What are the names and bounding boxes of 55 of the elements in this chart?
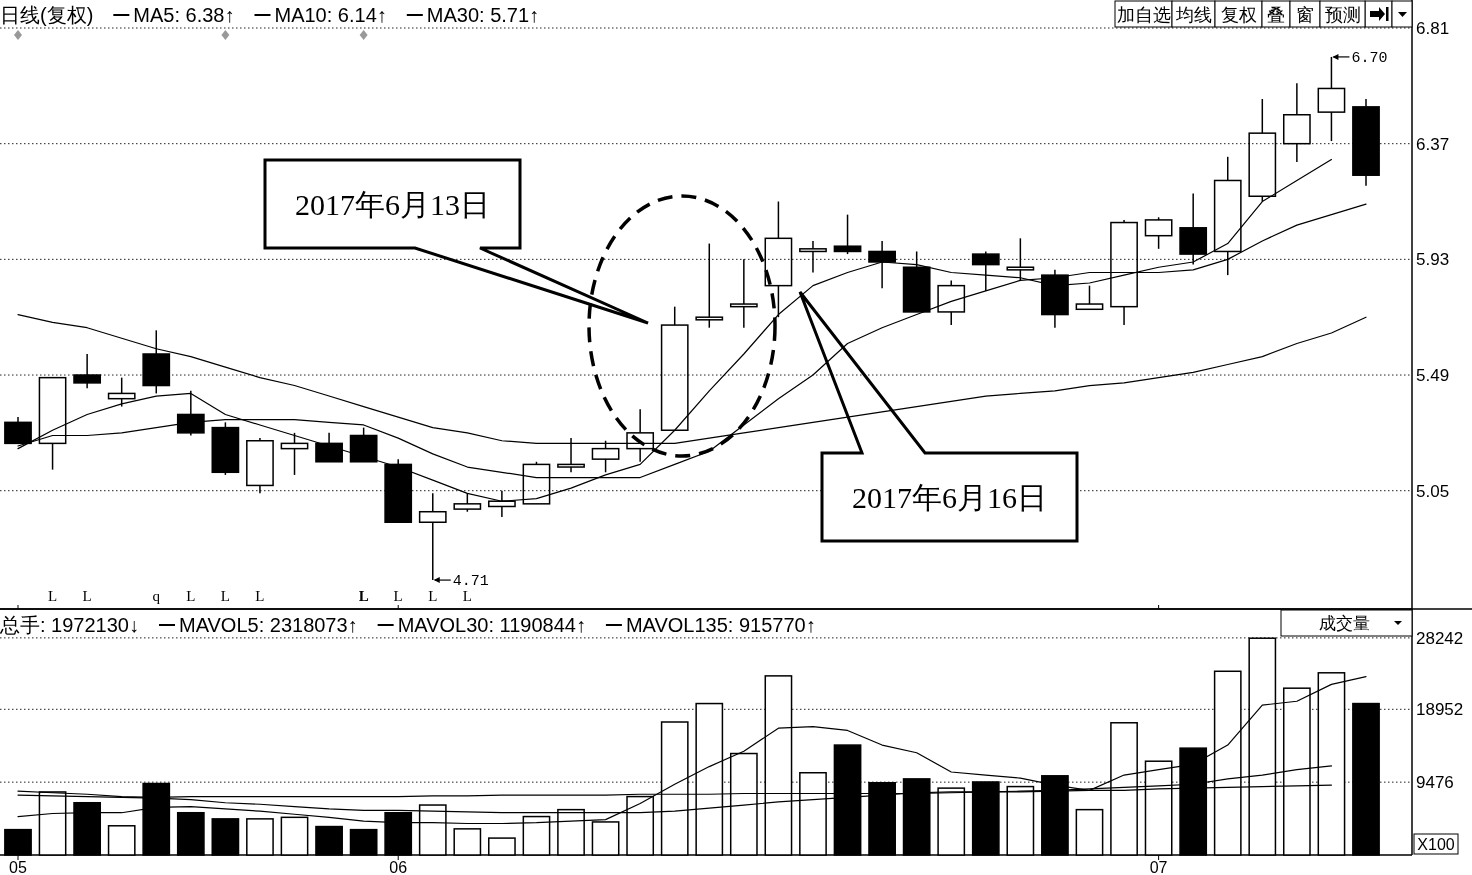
x-tick-label: 07 bbox=[1149, 859, 1168, 875]
y-tick-label: 9476 bbox=[1416, 773, 1454, 793]
annotation: 4.71 bbox=[452, 573, 489, 591]
candlestick bbox=[1041, 269, 1069, 329]
candlestick bbox=[729, 258, 758, 329]
candlestick bbox=[868, 240, 896, 290]
legend-label: MAVOL5: 2318073↑ bbox=[178, 614, 358, 636]
annotation: 6.70 bbox=[1351, 49, 1388, 67]
annotation: L bbox=[462, 588, 472, 604]
button: 均线 bbox=[1171, 0, 1216, 28]
annotation: q bbox=[152, 588, 161, 604]
button: 叠 bbox=[1261, 0, 1291, 28]
candlestick bbox=[764, 200, 793, 318]
y-tick-label: 28242 bbox=[1416, 628, 1464, 648]
annotation: L bbox=[186, 588, 196, 604]
x-tick-label: 05 bbox=[9, 859, 27, 875]
annotation: L bbox=[358, 588, 369, 604]
annotation: 2017年6月16日 bbox=[852, 481, 1047, 514]
y-tick-label: 6.37 bbox=[1416, 134, 1450, 154]
chart-title: 日线(复权) bbox=[0, 4, 94, 26]
annotation: L bbox=[82, 588, 92, 604]
annotation: L bbox=[393, 588, 403, 604]
annotation: L bbox=[47, 588, 58, 604]
x-tick-label: 06 bbox=[389, 859, 408, 875]
candlestick bbox=[246, 437, 274, 495]
candlestick bbox=[971, 250, 1000, 292]
chart-title: 总手: 1972130↓ bbox=[0, 614, 139, 636]
candlestick bbox=[1282, 82, 1311, 163]
legend-label: MAVOL135: 915770↑ bbox=[625, 614, 816, 636]
candlestick bbox=[1179, 192, 1208, 266]
legend-label: MAVOL30: 1190844↑ bbox=[397, 614, 586, 636]
annotation: 2017年6月13日 bbox=[295, 188, 490, 221]
button: 复权 bbox=[1214, 0, 1263, 28]
annotation: L bbox=[220, 588, 230, 604]
legend-label: MA30: 5.71↑ bbox=[426, 4, 540, 26]
dropdown: 成交量 bbox=[1280, 609, 1413, 637]
button: 加自选 bbox=[1114, 0, 1173, 28]
y-tick-label: 5.49 bbox=[1416, 366, 1450, 386]
candlestick bbox=[937, 279, 966, 326]
button: 窗 bbox=[1289, 0, 1321, 28]
button: 预测 bbox=[1319, 0, 1366, 28]
candlestick bbox=[799, 240, 827, 274]
legend-label: MA10: 6.14↑ bbox=[274, 4, 387, 26]
annotation: 成交量 bbox=[1319, 614, 1370, 633]
y-tick-label: 5.05 bbox=[1416, 481, 1450, 501]
candlestick bbox=[73, 353, 102, 389]
unit-box: X100 bbox=[1413, 833, 1459, 855]
y-tick-label: 5.93 bbox=[1416, 250, 1450, 270]
candlestick bbox=[1110, 219, 1138, 326]
legend-label: MA5: 6.38↑ bbox=[133, 4, 235, 26]
annotation: L bbox=[428, 588, 438, 604]
annotation: L bbox=[255, 588, 265, 604]
y-tick-label: 6.81 bbox=[1416, 19, 1450, 38]
candlestick bbox=[1352, 98, 1380, 187]
y-tick-label: 18952 bbox=[1416, 700, 1464, 720]
